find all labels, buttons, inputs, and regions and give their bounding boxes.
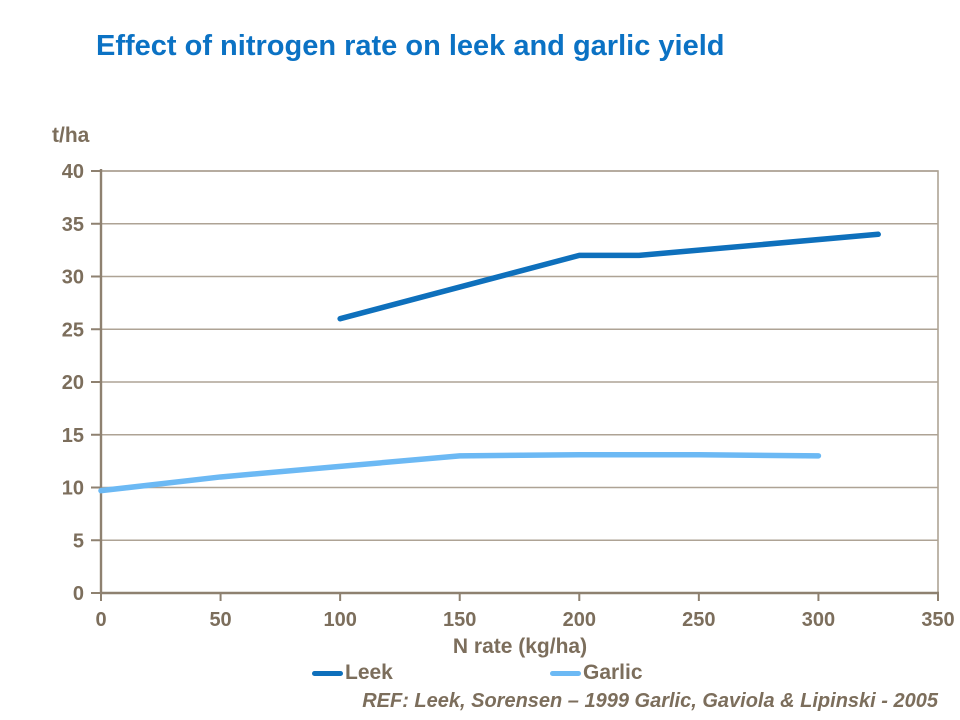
legend-label-garlic: Garlic <box>583 661 643 684</box>
x-tick-label: 250 <box>682 609 715 631</box>
reference-note: REF: Leek, Sorensen – 1999 Garlic, Gavio… <box>362 690 938 712</box>
chart-title: Effect of nitrogen rate on leek and garl… <box>96 30 725 62</box>
y-tick-label: 30 <box>62 267 84 289</box>
y-tick-label: 15 <box>62 425 84 447</box>
series-line-garlic <box>98 452 822 494</box>
y-tick-label: 0 <box>73 583 84 605</box>
x-tick-label: 150 <box>443 609 476 631</box>
y-tick-label: 25 <box>62 319 84 341</box>
y-tick-label: 10 <box>62 478 84 500</box>
leek-line-swatch-icon <box>312 670 343 676</box>
x-tick-label: 300 <box>802 609 835 631</box>
garlic-line-swatch-icon <box>550 670 581 676</box>
legend-item-leek: Leek <box>312 660 393 686</box>
x-tick-label: 0 <box>95 609 106 631</box>
y-tick-label: 5 <box>73 530 84 552</box>
y-tick-label: 20 <box>62 372 84 394</box>
y-tick-label: 35 <box>62 214 84 236</box>
legend-item-garlic: Garlic <box>550 660 643 686</box>
x-tick-label: 50 <box>209 609 231 631</box>
series-line-leek <box>337 231 881 322</box>
y-tick-label: 40 <box>62 161 84 183</box>
x-tick-label: 100 <box>323 609 356 631</box>
y-axis-unit-label: t/ha <box>52 124 90 147</box>
x-tick-label: 200 <box>563 609 596 631</box>
x-tick-label: 350 <box>921 609 954 631</box>
x-axis-title: N rate (kg/ha) <box>452 635 588 658</box>
legend-label-leek: Leek <box>345 661 393 684</box>
